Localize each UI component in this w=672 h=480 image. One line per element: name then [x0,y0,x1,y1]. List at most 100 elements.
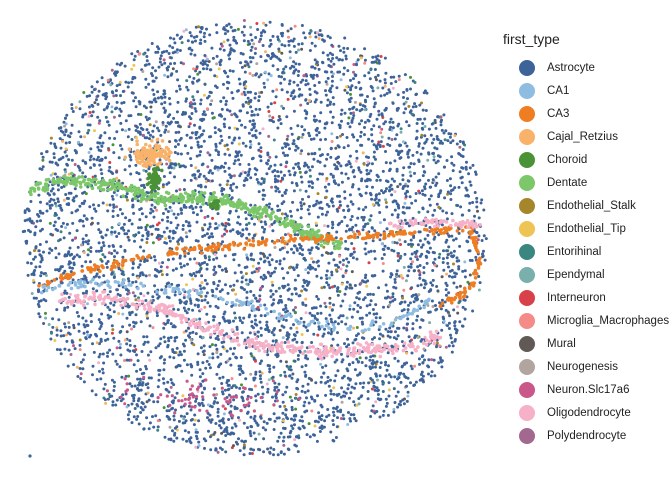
cell-point [284,360,288,364]
cell-point [356,303,360,307]
cell-point [316,177,320,181]
cell-point [191,277,195,281]
cell-point [80,243,83,247]
cell-point [268,114,272,118]
cell-point [203,216,207,219]
cell-point [330,251,334,255]
cell-point [218,183,222,187]
cell-point [200,391,204,395]
cell-point [308,251,312,255]
cell-point [257,432,261,436]
cell-point [327,57,330,61]
cell-point [175,48,179,52]
cell-point [111,143,115,147]
cell-point [456,305,459,309]
cell-point [473,191,477,194]
cell-point [399,127,403,131]
cell-point [436,289,440,293]
cell-point [367,381,371,385]
cell-point [423,279,427,283]
cell-point [376,397,380,401]
cell-point [74,106,78,109]
cell-point [329,155,333,159]
cell-point [148,324,152,328]
cell-point [133,344,137,348]
cell-point [365,185,369,189]
cell-point [152,79,156,83]
cell-point [470,259,474,262]
cell-point [357,402,361,406]
cell-point [197,440,201,444]
cell-point [63,322,67,326]
cell-point [216,284,220,287]
cell-point [295,380,299,384]
cell-point [115,398,119,402]
cell-point [240,65,244,69]
cell-point [223,388,227,392]
cell-point [210,232,214,236]
cell-point [114,94,118,97]
cell-point [349,413,353,417]
cell-point [446,324,449,328]
cell-point [331,223,335,226]
cell-point [342,66,346,70]
cell-point [106,354,109,358]
cell-point [406,322,409,326]
cell-point [189,52,193,56]
cell-point [429,133,433,137]
cell-point [211,216,214,220]
cell-point [430,370,434,374]
cell-point [458,170,462,174]
cell-point [84,260,88,264]
cell-point [144,274,148,278]
cell-point [270,303,274,307]
cell-point [156,96,160,100]
cell-point [144,77,148,81]
cell-point [423,170,427,174]
cell-point [296,208,300,212]
cell-point [241,103,245,107]
cell-point [34,296,38,300]
cell-point [216,401,219,405]
cell-point [390,213,394,217]
cell-point [243,93,247,97]
cell-point [180,369,184,373]
cell-point [393,208,397,212]
cell-point [55,308,59,312]
cell-point [212,268,216,272]
cell-point [418,378,422,382]
cell-point [151,241,155,245]
cell-point [274,189,278,193]
cell-point [182,306,186,310]
cell-point [185,439,189,443]
cell-point [206,214,210,218]
cell-point [78,100,82,104]
cell-point [115,362,119,366]
cell-point [334,146,338,150]
cell-point [284,310,288,314]
cell-point [271,89,275,93]
cell-point [254,92,258,96]
cell-point [468,273,472,277]
cell-point [427,178,430,182]
cell-point [349,111,353,115]
cell-point [294,162,298,166]
cell-point [279,431,283,435]
cell-point [65,339,69,343]
cell-point [362,218,365,222]
cell-point [100,144,104,148]
cell-point [83,274,87,278]
cell-point [364,273,368,277]
cell-point [307,152,310,156]
cell-point [261,193,265,197]
cell-point [402,265,406,269]
cell-point [307,280,311,284]
cell-point [296,387,300,391]
cell-point [211,352,215,356]
cell-point [97,318,101,322]
cell-point [380,242,384,246]
cell-point [108,136,112,140]
cell-point [227,383,231,387]
cell-point [359,395,363,399]
cell-point [350,315,354,319]
